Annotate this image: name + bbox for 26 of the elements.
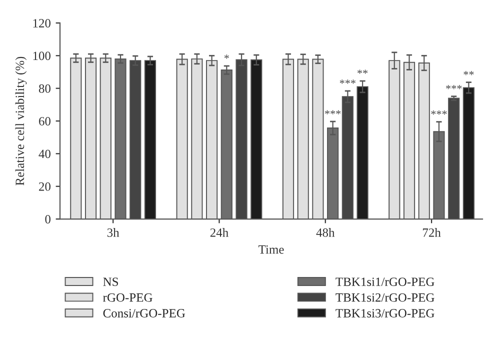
y-tick-label: 40 — [38, 150, 50, 158]
x-tick-label: 24h — [210, 228, 228, 237]
y-axis-title: Relative cell viability (%) — [15, 56, 27, 186]
legend-label: TBK1si2/rGO-PEG — [336, 293, 434, 302]
data-label: *** — [340, 80, 356, 84]
data-label: *** — [446, 85, 462, 90]
y-tick-label: 20 — [39, 182, 50, 191]
legend-label: TBK1si3/rGO-PEG — [336, 309, 434, 318]
data-label: *** — [325, 110, 341, 114]
x-axis-title: Time — [258, 245, 284, 254]
data-label: ** — [358, 70, 368, 74]
y-tick-label: 0 — [45, 215, 50, 224]
data-label: *** — [431, 110, 447, 115]
y-tick-label: 80 — [38, 84, 50, 93]
x-tick-label: 48h — [316, 228, 335, 237]
y-tick-label: 120 — [33, 19, 50, 28]
y-tick-label: 100 — [33, 52, 50, 60]
legend-label: rGO-PEG — [103, 293, 152, 302]
data-label: * — [224, 54, 229, 59]
y-tick-label: 60 — [39, 117, 50, 126]
legend-label: Consi/rGO-PEG — [103, 309, 186, 318]
legend-label: TBK1si1/rGO-PEG — [336, 278, 434, 286]
x-tick-label: 72h — [422, 228, 441, 237]
legend-label: NS — [103, 278, 118, 286]
x-tick-label: 3h — [107, 228, 120, 237]
data-label: ** — [464, 71, 474, 76]
